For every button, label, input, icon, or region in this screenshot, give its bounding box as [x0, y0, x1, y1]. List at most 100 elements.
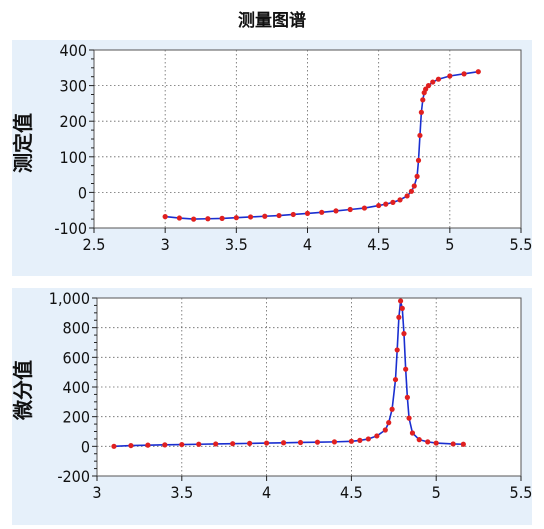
- titration-x-tick-label: 5.5: [510, 235, 533, 254]
- titration-data-point: [347, 206, 353, 213]
- titration-data-point: [304, 210, 311, 217]
- derivative-y-tick-label: -200: [57, 467, 90, 486]
- derivative-data-point: [406, 415, 412, 421]
- titration-y-tick-label: 200: [60, 112, 87, 131]
- titration-data-point: [383, 201, 389, 207]
- derivative-data-point: [416, 437, 422, 443]
- titration-x-tick-label: 4: [303, 235, 312, 254]
- titration-x-tick-label: 3.5: [225, 235, 248, 254]
- derivative-y-tick-label: 200: [63, 408, 90, 427]
- derivative-data-point: [460, 441, 466, 447]
- derivative-data-point: [392, 376, 399, 383]
- derivative-data-point: [331, 439, 338, 445]
- derivative-data-point: [409, 430, 416, 436]
- titration-x-tick-label: 2.5: [83, 235, 106, 254]
- derivative-data-point: [389, 406, 395, 412]
- titration-data-point: [420, 97, 426, 103]
- derivative-data-point: [297, 439, 304, 446]
- titration-data-point: [475, 69, 481, 75]
- derivative-data-point: [401, 331, 407, 337]
- titration-data-point: [435, 76, 442, 82]
- derivative-data-point: [196, 441, 202, 447]
- titration-data-point: [425, 83, 432, 89]
- titration-data-point: [461, 71, 467, 77]
- titration-data-point: [247, 214, 254, 220]
- titration-x-tick-label: 3: [161, 235, 170, 254]
- derivative-data-point: [111, 443, 117, 449]
- derivative-data-point: [374, 433, 380, 439]
- derivative-x-tick-label: 3.5: [170, 483, 193, 502]
- derivative-data-point: [314, 439, 321, 445]
- titration-data-point: [418, 109, 424, 115]
- derivative-y-tick-label: 1,000: [49, 289, 90, 308]
- titration-data-point: [191, 216, 197, 222]
- titration-data-point: [219, 215, 225, 221]
- titration-data-point: [162, 214, 168, 220]
- derivative-ylabel: 微分值: [11, 360, 35, 421]
- derivative-data-point: [404, 394, 410, 400]
- derivative-y-tick-label: 400: [63, 378, 90, 397]
- titration-y-tick-label: 300: [60, 77, 87, 96]
- titration-data-point: [408, 188, 415, 194]
- titration-data-point: [376, 202, 382, 209]
- titration-data-point: [205, 216, 211, 222]
- derivative-chart: 微分值 3 3.5 4 4.5 5 5.5 -200 0 200 400 600 800 1,000: [11, 289, 532, 502]
- titration-data-point: [290, 211, 296, 218]
- derivative-data-point: [280, 440, 287, 446]
- titration-data-point: [262, 213, 268, 219]
- titration-x-tick-label: 4.5: [367, 235, 390, 254]
- derivative-y-tick-label: 800: [63, 319, 90, 338]
- titration-y-tick-label: 400: [60, 41, 87, 60]
- derivative-data-point: [403, 366, 409, 372]
- derivative-data-point: [264, 440, 270, 446]
- titration-x-tick-label: 5: [445, 235, 454, 254]
- derivative-x-tick-label: 4.5: [340, 483, 363, 502]
- titration-data-point: [415, 157, 422, 163]
- titration-data-point: [411, 183, 417, 189]
- titration-data-point: [404, 193, 410, 199]
- titration-y-tick-label: 100: [60, 148, 87, 167]
- titration-data-point: [414, 173, 420, 179]
- titration-data-point: [176, 215, 182, 221]
- derivative-data-point: [425, 439, 431, 445]
- derivative-data-point: [162, 442, 168, 448]
- titration-data-point: [430, 79, 436, 85]
- derivative-data-point: [213, 441, 219, 447]
- titration-data-point: [390, 199, 396, 205]
- derivative-x-tick-label: 3: [92, 483, 101, 502]
- derivative-data-point: [230, 441, 236, 447]
- derivative-data-point: [128, 442, 134, 449]
- derivative-data-point: [365, 436, 371, 442]
- titration-chart: 测定值 2.5 3 3.5 4 4.5 5 5.5 -100 0 100 200 300 400: [11, 41, 532, 254]
- derivative-data-point: [145, 442, 151, 448]
- derivative-data-point: [397, 298, 404, 304]
- titration-data-point: [417, 132, 423, 139]
- derivative-data-point: [399, 305, 405, 311]
- titration-ylabel: 测定值: [11, 113, 35, 173]
- page-title: 测量图谱: [238, 11, 306, 31]
- titration-y-tick-label: -100: [54, 219, 87, 238]
- titration-data-point: [276, 212, 282, 219]
- derivative-data-point: [179, 441, 185, 448]
- derivative-x-tick-label: 5.5: [510, 483, 533, 502]
- titration-data-point: [397, 197, 403, 203]
- derivative-y-tick-label: 0: [81, 437, 90, 456]
- derivative-data-point: [386, 420, 392, 426]
- derivative-data-point: [382, 427, 388, 433]
- derivative-data-point: [396, 314, 402, 320]
- titration-data-point: [423, 86, 429, 92]
- derivative-data-point: [348, 438, 354, 444]
- derivative-data-point: [450, 441, 456, 447]
- titration-data-point: [447, 73, 453, 79]
- titration-data-point: [233, 215, 239, 221]
- derivative-data-point: [357, 437, 363, 443]
- titration-data-point: [319, 209, 325, 215]
- titration-y-tick-label: 0: [78, 183, 87, 202]
- derivative-data-point: [247, 440, 253, 446]
- derivative-y-tick-label: 600: [63, 348, 90, 367]
- derivative-data-point: [394, 347, 400, 353]
- titration-data-point: [333, 208, 339, 214]
- derivative-x-tick-label: 4: [262, 483, 271, 502]
- derivative-data-point: [433, 440, 439, 446]
